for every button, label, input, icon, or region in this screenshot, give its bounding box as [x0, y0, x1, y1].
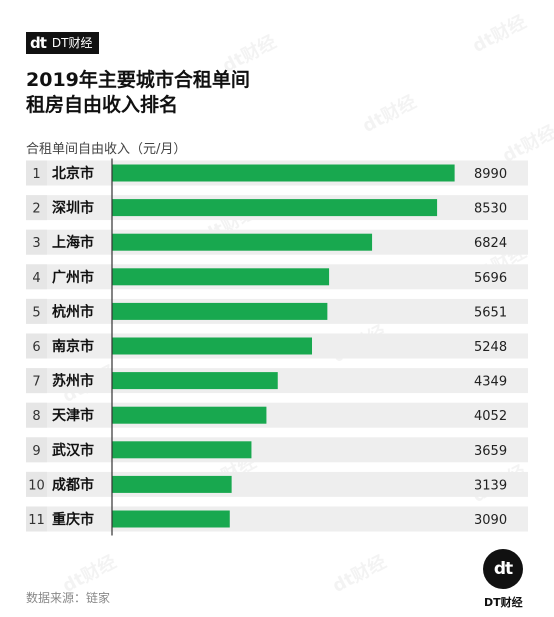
row-track [26, 402, 528, 428]
bar [112, 510, 230, 528]
bar [112, 372, 278, 390]
rank-box [26, 160, 47, 186]
bar [112, 233, 373, 251]
bottom-brand-name: DT财经 [484, 596, 523, 609]
bar [112, 475, 232, 493]
brand-name: DT财经 [49, 32, 99, 54]
bar [112, 406, 267, 424]
bar [112, 337, 313, 355]
rank-label: 8 [32, 409, 40, 424]
rank-label: 11 [28, 513, 45, 528]
category-label: 广州市 [52, 269, 94, 286]
rank-box [26, 264, 47, 290]
value-label: 3090 [474, 513, 507, 528]
value-label: 8530 [474, 202, 507, 217]
category-label: 杭州市 [52, 303, 94, 320]
value-label: 8990 [474, 167, 507, 182]
rank-box [26, 471, 47, 497]
category-label: 苏州市 [52, 373, 94, 390]
value-label: 4349 [474, 375, 507, 390]
rank-box [26, 506, 47, 532]
data-source: 数据来源：链家 [26, 591, 111, 605]
rank-box [26, 298, 47, 324]
rank-label: 7 [32, 375, 40, 390]
value-label: 3659 [474, 444, 507, 459]
category-label: 成都市 [52, 476, 94, 493]
category-label: 武汉市 [52, 442, 94, 459]
category-label: 南京市 [52, 338, 94, 355]
axis-note: 合租单间自由收入（元/月） [26, 142, 187, 157]
bar [112, 268, 330, 286]
bar [112, 199, 438, 217]
category-label: 北京市 [52, 165, 94, 182]
rank-label: 2 [32, 202, 40, 217]
rank-box [26, 333, 47, 359]
rank-box [26, 229, 47, 255]
rank-box [26, 368, 47, 394]
category-label: 重庆市 [52, 511, 94, 528]
rank-label: 9 [32, 444, 40, 459]
chart-title-line-1: 2019年主要城市合租单间 [26, 69, 250, 91]
category-label: 上海市 [52, 234, 94, 251]
value-label: 6824 [474, 236, 507, 251]
value-label: 5248 [474, 340, 507, 355]
rank-label: 10 [28, 478, 45, 493]
chart-title-line-2: 租房自由收入排名 [26, 94, 179, 116]
category-label: 天津市 [52, 407, 94, 424]
brand-mark: dt [26, 32, 50, 54]
value-label: 4052 [474, 409, 507, 424]
row-track [26, 506, 528, 532]
rank-label: 6 [32, 340, 40, 355]
row-track [26, 471, 528, 497]
row-track [26, 437, 528, 463]
bottom-brand-mark: dt [483, 549, 523, 589]
rank-label: 3 [32, 236, 40, 251]
category-label: 深圳市 [52, 200, 94, 217]
bar [112, 302, 328, 320]
rank-label: 1 [32, 167, 40, 182]
rank-box [26, 437, 47, 463]
value-label: 3139 [474, 478, 507, 493]
bar [112, 441, 252, 459]
value-label: 5651 [474, 305, 507, 320]
brand-logo: dt DT财经 [26, 32, 99, 54]
bar [112, 164, 455, 182]
rank-label: 5 [32, 305, 40, 320]
rank-box [26, 195, 47, 221]
rank-box [26, 402, 47, 428]
value-label: 5696 [474, 271, 507, 286]
rank-label: 4 [32, 271, 40, 286]
